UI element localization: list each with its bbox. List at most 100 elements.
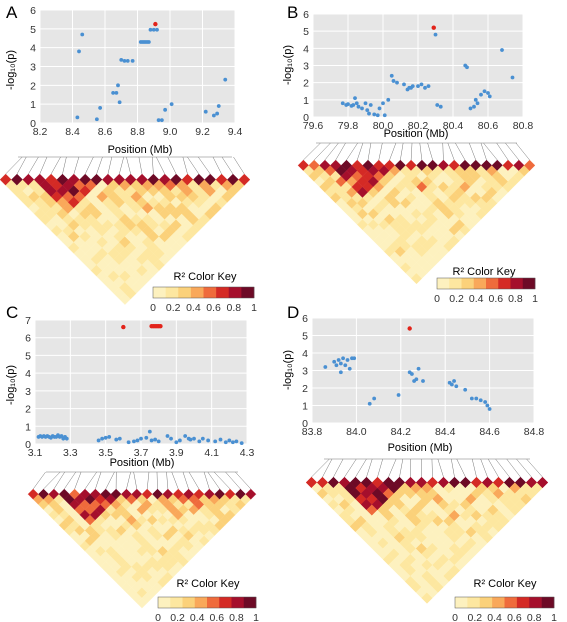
panel-c-color-key-tick-label: 0.2 bbox=[170, 612, 185, 622]
panel-a-color-key-tick-label: 0.8 bbox=[226, 302, 241, 314]
panel-b-ld-connector-line bbox=[483, 142, 498, 161]
panel-d-x-tick-label: 84.6 bbox=[479, 426, 500, 438]
panel-d-lead-snp-point bbox=[407, 326, 412, 331]
panel-b-y-tick-label: 4 bbox=[303, 43, 309, 55]
panel-b-x-tick-label: 80.2 bbox=[408, 120, 429, 132]
panel-a-snp-point bbox=[122, 58, 127, 63]
panel-c-snp-point bbox=[149, 438, 154, 443]
panel-d-snp-point bbox=[323, 365, 328, 369]
panel-d-snp-point bbox=[478, 398, 483, 403]
panel-a-color-key: 0 0.2 0.4 0.6 0.8 1 bbox=[150, 286, 257, 314]
panel-b-snp-point bbox=[472, 104, 476, 109]
panel-d-ld-connector-line bbox=[388, 458, 397, 478]
panel-c-snp-point bbox=[117, 436, 122, 441]
panel-b-color-key-swatch bbox=[486, 278, 499, 289]
panel-c-color-key-tick-label: 0 bbox=[155, 612, 161, 622]
panel-b-snp-point bbox=[423, 85, 427, 90]
panel-c-color-key-tick-label: 0.6 bbox=[209, 612, 224, 622]
panel-d-x-axis-label: Position (Mb) bbox=[388, 442, 453, 454]
panel-b-ld-connector-line bbox=[389, 142, 397, 161]
panel-a-color-key-tick-label: 0.2 bbox=[166, 302, 181, 314]
panel-c-snp-point bbox=[96, 438, 101, 443]
panel-d-ld-cell bbox=[536, 476, 549, 489]
panel-b-ld-connector-line bbox=[335, 142, 346, 161]
panel-b-snp-point bbox=[351, 103, 356, 107]
panel-c-lead-snp-point bbox=[158, 324, 163, 329]
panel-c-ld-connector-line bbox=[126, 471, 131, 490]
panel-b-snp-point bbox=[465, 65, 469, 70]
panel-a-x-tick-label: 9.0 bbox=[163, 126, 178, 138]
panel-b-snp-point bbox=[354, 101, 359, 106]
panel-b-color-key-swatch bbox=[449, 278, 462, 289]
panel-d-snp-point bbox=[483, 400, 488, 404]
panel-d-y-tick-label: 1 bbox=[302, 401, 308, 413]
panel-c-lead-snp-point bbox=[121, 324, 126, 330]
panel-c-y-tick-label: 6 bbox=[25, 333, 31, 345]
panel-b-snp-point bbox=[375, 113, 380, 118]
panel-b: B -log₁₀(p) Position (Mb) R² Color Key 0… bbox=[282, 3, 538, 305]
panel-a-snp-point bbox=[151, 27, 156, 32]
panel-b-x-axis-label: Position (Mb) bbox=[384, 128, 449, 140]
panel-a-ld-connector-line bbox=[62, 156, 67, 175]
panel-d-y-tick-label: 2 bbox=[302, 383, 308, 395]
panel-a-snp-point bbox=[125, 58, 130, 63]
panel-a-ld-connector-line bbox=[119, 156, 124, 175]
panel-d-snp-point bbox=[338, 361, 343, 366]
panel-a-color-key-swatch bbox=[216, 287, 230, 298]
panel-c-color-key-swatch bbox=[219, 597, 232, 608]
panel-b-color-key-tick-label: 0.2 bbox=[449, 293, 464, 305]
panel-b-color-key-tick-label: 0.8 bbox=[508, 293, 523, 305]
panel-c-y-tick-label: 7 bbox=[25, 315, 31, 327]
panel-b-snp-point bbox=[360, 106, 364, 111]
panel-b-ld-connector-line bbox=[303, 142, 321, 161]
panel-a-color-key-swatch bbox=[203, 287, 217, 298]
panel-b-x-tick-label: 80.4 bbox=[443, 120, 464, 132]
panel-b-y-tick-label: 5 bbox=[303, 26, 309, 38]
panel-c-ld-connector-line bbox=[182, 471, 189, 490]
panel-d-snp-point bbox=[449, 382, 454, 387]
panel-a-y-tick-label: 1 bbox=[30, 99, 36, 111]
panel-b-snp-point bbox=[346, 102, 350, 107]
panel-b-ld-connector-line bbox=[419, 142, 423, 161]
panel-d-x-tick-label: 84.8 bbox=[524, 426, 545, 438]
panel-a-x-tick-label: 8.4 bbox=[65, 126, 80, 138]
panel-b-color-key-border bbox=[436, 277, 536, 290]
panel-c-snp-point bbox=[139, 436, 143, 441]
panel-b-ld-connector-line bbox=[496, 142, 509, 161]
panel-d-ld-connector-line bbox=[311, 458, 330, 478]
panel-d-snp-point bbox=[372, 396, 377, 401]
panel-c-ld-connector-line bbox=[74, 471, 82, 490]
panel-b-ld-connector-line bbox=[324, 142, 339, 161]
panel-c-snp-point bbox=[169, 436, 173, 441]
panel-c-color-key-border bbox=[157, 596, 257, 609]
panel-c-snp-point bbox=[227, 438, 232, 443]
panel-a-snp-point bbox=[215, 111, 220, 116]
panel-c-y-tick-label: 2 bbox=[25, 404, 31, 416]
panel-a-snp-point bbox=[216, 104, 221, 108]
panel-a-ld-connector-line bbox=[16, 156, 27, 175]
panel-b-snp-point bbox=[368, 103, 373, 107]
panel-d-color-key-swatch bbox=[492, 597, 505, 608]
panel-a-x-tick-label: 8.2 bbox=[33, 126, 48, 138]
panel-d-snp-point bbox=[343, 363, 348, 368]
panel-a-ld-heatmap bbox=[0, 156, 251, 305]
panel-b-snp-point bbox=[426, 84, 431, 88]
panel-d-ld-connector-line bbox=[526, 458, 543, 478]
panel-a-snp-point bbox=[155, 27, 159, 32]
panel-d-snp-point bbox=[338, 370, 343, 375]
panel-b-snp-point bbox=[500, 48, 504, 52]
panel-c-snp-point bbox=[147, 429, 152, 434]
panel-d-color-key-title: R² Color Key bbox=[474, 578, 537, 590]
panel-c-ld-connector-line bbox=[225, 471, 241, 490]
panel-b-x-tick-label: 80.6 bbox=[478, 120, 499, 132]
panel-b-color-key-tick-label: 0.4 bbox=[469, 293, 484, 305]
panel-b-x-tick-label: 80.8 bbox=[513, 120, 534, 132]
panel-d-color-key-swatch bbox=[455, 597, 468, 608]
panel-b-letter: B bbox=[287, 3, 298, 22]
panel-d-y-axis-label: -log₁₀(p) bbox=[282, 350, 294, 390]
panel-c-snp-point bbox=[114, 437, 119, 442]
panel-a-ld-connector-line bbox=[5, 156, 23, 175]
panel-d-ld-connector-line bbox=[333, 458, 344, 478]
panel-c-snp-point bbox=[174, 440, 179, 445]
panel-b-snp-point bbox=[386, 97, 391, 102]
